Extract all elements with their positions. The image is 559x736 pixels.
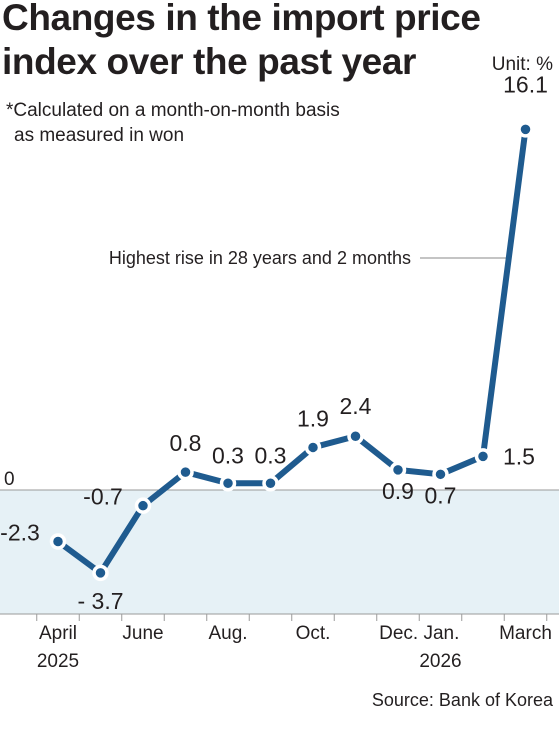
data-point (389, 461, 407, 479)
data-point (432, 466, 449, 483)
data-point (134, 497, 152, 514)
data-point (474, 448, 492, 465)
unit-label: Unit: % (491, 54, 553, 75)
data-point (177, 463, 194, 481)
data-point (347, 427, 364, 445)
x-tick-label: Dec. Jan. (379, 623, 459, 644)
data-points (49, 121, 534, 582)
x-tick-labels: April 2025 June Aug. Oct. Dec. Jan. 2026 March (37, 623, 552, 672)
data-point (49, 533, 67, 550)
data-label: 16.1 (503, 71, 548, 97)
x-tick-label: April (39, 623, 77, 644)
data-label: - 3.7 (77, 588, 123, 614)
x-ticks (36, 614, 548, 621)
data-label: 0.3 (212, 442, 244, 468)
data-labels: -2.3 - 3.7 -0.7 0.8 0.3 0.3 1.9 2.4 0.9 0.7 1.5 16.… (0, 71, 548, 614)
chart-title: Changes in the import price index over t… (2, 0, 481, 84)
data-label: 1.9 (297, 405, 329, 431)
data-point (219, 475, 237, 492)
data-label: 1.5 (503, 443, 535, 469)
data-label: 0.9 (382, 478, 414, 504)
x-tick-sublabel: 2026 (419, 651, 461, 672)
data-point (304, 439, 322, 456)
data-label: 2.4 (340, 393, 372, 419)
title-line-1: Changes in the import price (2, 0, 481, 38)
data-point (517, 121, 534, 138)
zero-label: 0 (4, 469, 15, 490)
x-tick-label: Oct. (296, 623, 331, 644)
note-line-1: *Calculated on a month-on-month basis (6, 100, 340, 121)
negative-area (0, 490, 559, 614)
data-label: 0.3 (255, 442, 287, 468)
x-tick-label: Aug. (208, 623, 247, 644)
data-point (92, 564, 109, 582)
calculation-note: *Calculated on a month-on-month basis as… (6, 98, 340, 148)
data-label: 0.7 (425, 482, 457, 508)
data-point (262, 475, 279, 492)
data-label: -2.3 (0, 520, 40, 546)
note-line-2: as measured in won (14, 125, 185, 146)
x-tick-sublabel: 2025 (37, 651, 79, 672)
data-label: -0.7 (83, 484, 123, 510)
annotation-text: Highest rise in 28 years and 2 months (109, 248, 411, 268)
x-tick-label: June (122, 623, 163, 644)
x-tick-label: March (499, 623, 552, 644)
source-credit: Source: Bank of Korea (371, 690, 553, 710)
title-line-2: index over the past year (2, 41, 417, 82)
data-label: 0.8 (170, 430, 202, 456)
